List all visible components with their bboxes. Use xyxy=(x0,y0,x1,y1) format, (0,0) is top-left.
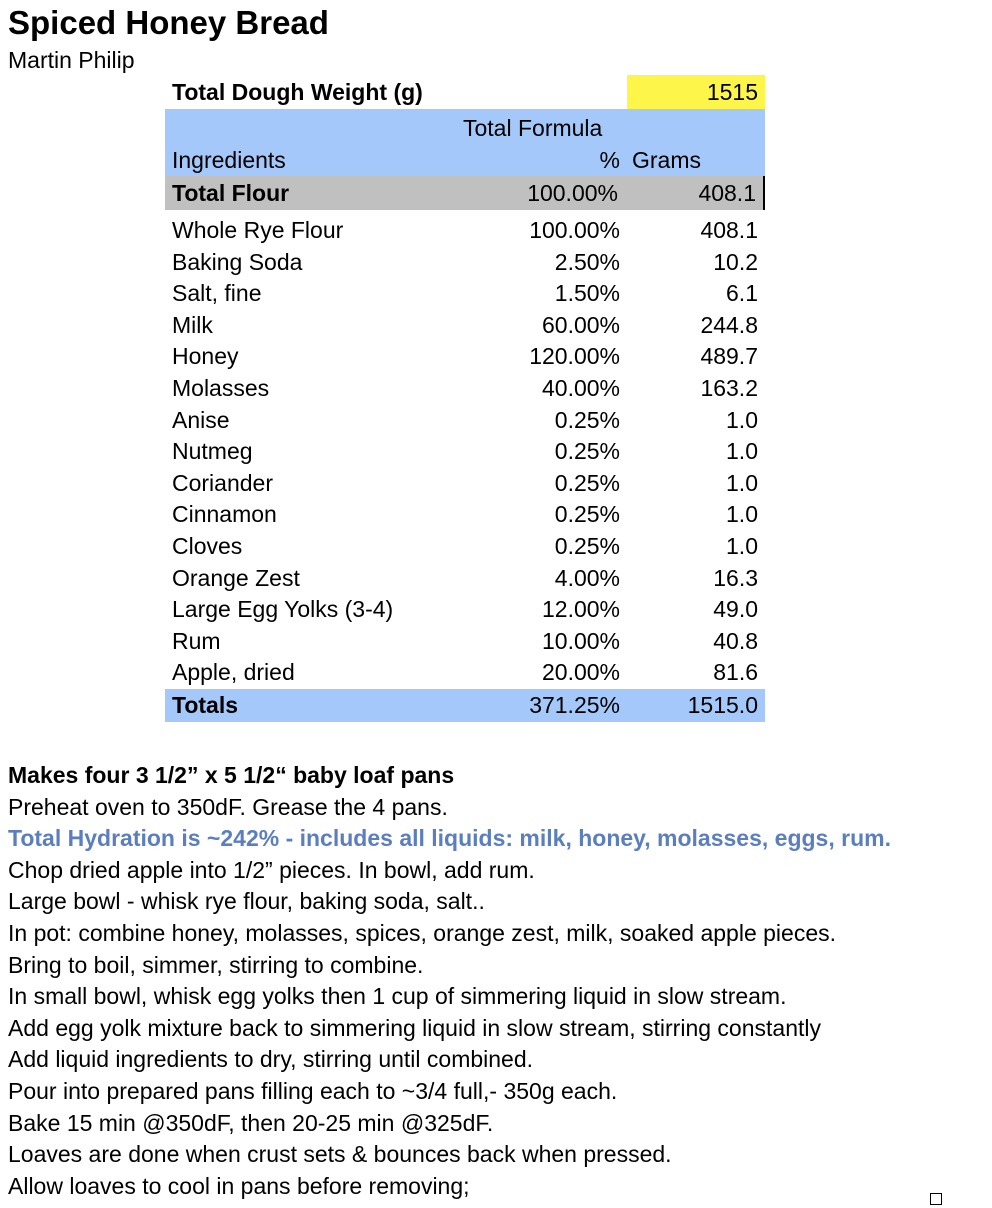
ingredient-pct: 12.00% xyxy=(541,596,620,623)
total-flour-grams: 408.1 xyxy=(698,180,756,206)
ingredient-grams: 40.8 xyxy=(713,627,758,654)
ingredient-grams: 1.0 xyxy=(726,406,758,433)
ingredient-pct: 100.00% xyxy=(529,217,620,243)
dough-weight-value[interactable]: 1515 xyxy=(706,79,758,105)
instructions: Makes four 3 1/2” x 5 1/2“ baby loaf pan… xyxy=(8,760,891,1202)
instruction-line: Allow loaves to cool in pans before remo… xyxy=(8,1172,470,1199)
instruction-line: Makes four 3 1/2” x 5 1/2“ baby loaf pan… xyxy=(8,762,455,788)
table-header: Total Formula Ingredients % Grams xyxy=(165,109,765,176)
ingredient-name: Rum xyxy=(172,627,221,654)
ingredient-grams: 1.0 xyxy=(726,532,758,559)
totals-row: Totals 371.25% 1515.0 xyxy=(165,688,765,722)
ingredient-pct: 40.00% xyxy=(541,374,620,401)
ingredient-name: Cloves xyxy=(172,532,243,559)
ingredient-row: Coriander 0.25% 1.0 xyxy=(165,468,765,500)
instruction-line: Add egg yolk mixture back to simmering l… xyxy=(8,1014,821,1041)
instruction-line: Bake 15 min @350dF, then 20-25 min @325d… xyxy=(8,1109,494,1136)
recipe-title: Spiced Honey Bread xyxy=(8,4,329,41)
totals-name: Totals xyxy=(172,691,239,718)
ingredient-grams: 163.2 xyxy=(700,374,758,401)
ingredient-grams: 49.0 xyxy=(713,596,758,623)
header-ingredients: Ingredients xyxy=(172,147,286,173)
ingredient-pct: 2.50% xyxy=(554,248,620,275)
ingredient-row: Nutmeg 0.25% 1.0 xyxy=(165,436,765,468)
ingredient-grams: 16.3 xyxy=(713,564,758,591)
ingredient-pct: 120.00% xyxy=(529,343,620,370)
instruction-line: Pour into prepared pans filling each to … xyxy=(8,1077,618,1104)
ingredient-grams: 1.0 xyxy=(726,469,758,496)
instruction-line: Bring to boil, simmer, stirring to combi… xyxy=(8,951,424,978)
instruction-line: Large bowl - whisk rye flour, baking sod… xyxy=(8,888,485,915)
dough-weight-highlight xyxy=(627,75,765,109)
totals-grams: 1515.0 xyxy=(687,691,758,718)
ingredient-name: Apple, dried xyxy=(172,659,295,686)
ingredient-name: Molasses xyxy=(172,374,270,401)
instruction-line: In small bowl, whisk egg yolks then 1 cu… xyxy=(8,983,787,1010)
ingredient-pct: 10.00% xyxy=(541,627,620,654)
header-pct: % xyxy=(599,147,620,173)
ingredient-pct: 20.00% xyxy=(541,659,620,686)
ingredient-name: Honey xyxy=(172,343,239,370)
instruction-line: Total Hydration is ~242% - includes all … xyxy=(8,825,891,852)
ingredient-row: Cloves 0.25% 1.0 xyxy=(165,531,765,563)
ingredient-pct: 0.25% xyxy=(554,532,620,559)
header-total-formula: Total Formula xyxy=(463,115,603,141)
total-flour-pct: 100.00% xyxy=(527,180,618,206)
instruction-line: In pot: combine honey, molasses, spices,… xyxy=(8,919,837,946)
ingredient-row: Honey 120.00% 489.7 xyxy=(165,341,765,373)
dough-weight-label: Total Dough Weight (g) xyxy=(172,79,423,105)
ingredient-pct: 0.25% xyxy=(554,438,620,465)
ingredient-row: Milk 60.00% 244.8 xyxy=(165,310,765,342)
ingredient-name: Nutmeg xyxy=(172,438,253,465)
ingredient-pct: 60.00% xyxy=(541,311,620,338)
ingredient-grams: 244.8 xyxy=(700,311,758,338)
ingredient-row: Large Egg Yolks (3-4) 12.00% 49.0 xyxy=(165,594,765,626)
ingredient-row: Cinnamon 0.25% 1.0 xyxy=(165,499,765,531)
total-flour-row: Total Flour 100.00% 408.1 xyxy=(165,176,765,210)
ingredient-name: Coriander xyxy=(172,469,273,496)
total-flour-name: Total Flour xyxy=(172,180,290,206)
instruction-line: Chop dried apple into 1/2” pieces. In bo… xyxy=(8,856,535,883)
dough-weight-row: Total Dough Weight (g) 1515 xyxy=(165,75,765,109)
ingredient-name: Whole Rye Flour xyxy=(172,217,344,243)
ingredient-name: Anise xyxy=(172,406,230,433)
ingredient-row: Salt, fine 1.50% 6.1 xyxy=(165,278,765,310)
ingredient-name: Salt, fine xyxy=(172,280,262,307)
ingredient-grams: 81.6 xyxy=(713,659,758,686)
totals-pct: 371.25% xyxy=(529,691,620,718)
ingredient-row: Whole Rye Flour 100.00% 408.1 xyxy=(165,215,765,247)
instruction-line: Add liquid ingredients to dry, stirring … xyxy=(8,1046,534,1073)
ingredient-grams: 489.7 xyxy=(700,343,758,370)
ingredient-row: Rum 10.00% 40.8 xyxy=(165,626,765,658)
author: Martin Philip xyxy=(8,47,135,73)
header-grams: Grams xyxy=(632,147,701,173)
ingredient-row: Molasses 40.00% 163.2 xyxy=(165,373,765,405)
ingredient-row: Apple, dried 20.00% 81.6 xyxy=(165,657,765,689)
ingredient-name: Baking Soda xyxy=(172,248,303,275)
ingredient-name: Large Egg Yolks (3-4) xyxy=(172,596,394,623)
ingredient-grams: 408.1 xyxy=(700,217,758,243)
instruction-line: Loaves are done when crust sets & bounce… xyxy=(8,1141,672,1168)
ingredient-pct: 4.00% xyxy=(554,564,620,591)
ingredient-pct: 0.25% xyxy=(554,501,620,528)
ingredient-row: Orange Zest 4.00% 16.3 xyxy=(165,563,765,595)
ingredient-name: Orange Zest xyxy=(172,564,300,591)
ingredient-pct: 0.25% xyxy=(554,406,620,433)
formula-table: Total Dough Weight (g) 1515 Total Formul… xyxy=(165,75,765,722)
ingredient-grams: 1.0 xyxy=(726,438,758,465)
ingredient-grams: 6.1 xyxy=(726,280,758,307)
checkbox[interactable] xyxy=(930,1193,942,1205)
ingredient-pct: 0.25% xyxy=(554,469,620,496)
ingredient-row: Baking Soda 2.50% 10.2 xyxy=(165,247,765,279)
ingredient-name: Milk xyxy=(172,311,213,338)
ingredient-name: Cinnamon xyxy=(172,501,277,528)
ingredient-pct: 1.50% xyxy=(554,280,620,307)
ingredient-row: Anise 0.25% 1.0 xyxy=(165,405,765,437)
instruction-line: Preheat oven to 350dF. Grease the 4 pans… xyxy=(8,793,448,820)
ingredient-grams: 1.0 xyxy=(726,501,758,528)
ingredient-grams: 10.2 xyxy=(713,248,758,275)
